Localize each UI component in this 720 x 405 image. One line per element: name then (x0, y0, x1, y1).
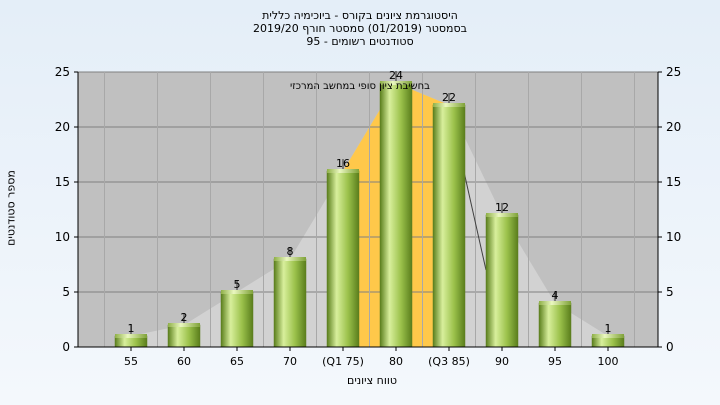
bar-top (380, 81, 412, 85)
bar (326, 170, 360, 348)
data-label: 1 (605, 322, 612, 335)
chart-title: היסטוגרמת ציונים בקורס - ביוכימיה כללית … (0, 9, 720, 48)
x-tick-label: 95 (548, 355, 562, 368)
x-tick-label: 65 (230, 355, 244, 368)
x-tick-label: 55 (124, 355, 138, 368)
bar (485, 214, 519, 348)
data-label: 5 (234, 278, 241, 291)
bar (273, 258, 307, 348)
y-tick-label: 10 (55, 230, 70, 244)
data-label: 24 (389, 69, 403, 82)
y-tick-label: 5 (62, 285, 70, 299)
x-tick-label: 70 (283, 355, 297, 368)
data-label: 4 (552, 289, 559, 302)
bar-top (274, 257, 306, 261)
bar (220, 291, 254, 348)
chart-annotation: בחשיבת ציון סופי במחשב המרכזי (290, 81, 430, 92)
bar-top (486, 213, 518, 217)
y-axis-label: מספר סטודנטים (4, 170, 18, 246)
x-tick-label: 60 (177, 355, 191, 368)
bar-top (327, 169, 359, 173)
y-tick-label-right: 10 (666, 230, 681, 244)
bar (432, 104, 466, 348)
data-label: 1 (128, 322, 135, 335)
y-tick-label-right: 5 (666, 285, 674, 299)
bar (167, 324, 201, 348)
bar-top (168, 323, 200, 327)
y-tick-label: 15 (55, 175, 70, 189)
x-tick-label: (Q3 85) (428, 355, 470, 368)
bar-top (433, 103, 465, 107)
x-tick-label: 80 (389, 355, 403, 368)
title-line-3: סטודנטים רשומים - 95 (306, 35, 414, 48)
bar (379, 82, 413, 348)
data-label: 22 (442, 91, 456, 104)
x-axis-label: טווח ציונים (347, 374, 397, 387)
bar-top (221, 290, 253, 294)
bar-top (115, 334, 147, 338)
bar-top (592, 334, 624, 338)
y-tick-label-right: 25 (666, 65, 681, 79)
y-tick-label: 20 (55, 120, 70, 134)
data-label: 8 (287, 245, 294, 258)
data-label: 12 (495, 201, 509, 214)
y-tick-label-right: 20 (666, 120, 681, 134)
x-tick-label: (Q1 75) (322, 355, 364, 368)
data-label: 2 (181, 311, 188, 324)
title-line-1: היסטוגרמת ציונים בקורס - ביוכימיה כללית (262, 9, 458, 22)
y-tick-label: 25 (55, 65, 70, 79)
title-line-2: בסמסטר (01/2019) סמסטר חורף 2019/20 (253, 22, 467, 35)
bar-top (539, 301, 571, 305)
y-tick-label-right: 15 (666, 175, 681, 189)
data-label: 16 (336, 157, 350, 170)
x-tick-label: 90 (495, 355, 509, 368)
y-tick-label-right: 0 (666, 340, 674, 354)
y-tick-label: 0 (62, 340, 70, 354)
x-tick-label: 100 (598, 355, 619, 368)
bar (538, 302, 572, 348)
